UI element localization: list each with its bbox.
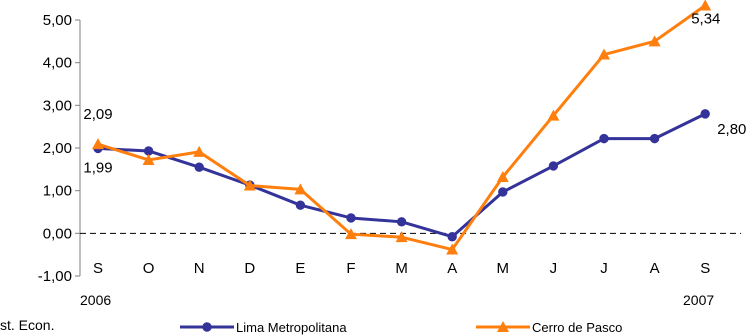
legend-item: Cerro de Pasco <box>476 320 622 335</box>
y-tick-label: 2,00 <box>43 140 72 157</box>
y-tick-label: -1,00 <box>38 268 72 285</box>
data-point <box>346 213 356 223</box>
x-tick-label: S <box>93 260 103 277</box>
legend: Lima Metropolitana Cerro de Pasco <box>180 320 622 335</box>
y-tick-label: 5,00 <box>43 12 72 29</box>
x-tick-label: S <box>700 260 710 277</box>
x-tick-label: M <box>395 260 408 277</box>
x-tick-label: J <box>600 260 608 277</box>
data-point <box>700 109 710 119</box>
data-point <box>446 243 459 255</box>
data-point <box>547 109 560 121</box>
series-lima-metropolitana <box>93 109 710 242</box>
x-tick-label: D <box>244 260 255 277</box>
data-point <box>649 133 660 144</box>
data-point <box>202 322 212 332</box>
y-tick-label: 0,00 <box>43 225 72 242</box>
data-label: 5,34 <box>691 10 720 27</box>
y-tick-label: 1,00 <box>43 183 72 200</box>
data-point <box>295 200 306 210</box>
data-point <box>548 161 559 171</box>
data-point <box>699 0 712 11</box>
legend-label: Cerro de Pasco <box>532 320 622 335</box>
data-point <box>142 153 155 165</box>
x-tick-label: O <box>143 260 155 277</box>
axis-layer: 5,00 4,00 3,00 2,00 1,00 0,00 -1,00 S O N D E F M A M J J… <box>38 12 741 285</box>
y-tick-label: 4,00 <box>43 55 72 72</box>
year-label-end: 2007 <box>683 292 714 308</box>
y-tick-label: 3,00 <box>43 97 72 114</box>
data-point <box>243 179 256 191</box>
data-point <box>447 232 457 242</box>
data-point <box>194 162 204 172</box>
data-label: 2,80 <box>717 121 746 138</box>
data-point <box>345 228 357 240</box>
x-tick-label: A <box>447 260 457 277</box>
data-point <box>498 187 508 197</box>
data-point <box>497 321 509 332</box>
x-tick-label: N <box>194 260 205 277</box>
series-cerro-de-pasco <box>92 0 712 255</box>
data-point <box>92 138 104 150</box>
data-point <box>396 217 407 227</box>
footnote-text: st. Econ. <box>0 317 54 333</box>
x-tick-label: F <box>346 260 355 277</box>
label-layer: 1,99 2,80 2,09 5,34 <box>83 10 746 176</box>
data-point <box>395 231 408 243</box>
x-tick-label: E <box>295 260 305 277</box>
series-line <box>97 4 707 252</box>
data-point <box>496 171 509 183</box>
data-label: 1,99 <box>83 159 112 176</box>
legend-label: Lima Metropolitana <box>236 320 347 335</box>
data-point <box>599 133 609 144</box>
x-tick-label: A <box>650 260 660 277</box>
x-tick-label: M <box>497 260 510 277</box>
data-point <box>143 146 154 156</box>
data-point <box>294 183 307 195</box>
data-point <box>648 35 661 47</box>
data-label: 2,09 <box>83 106 112 123</box>
data-point <box>193 145 206 157</box>
series-layer <box>92 0 712 255</box>
data-point <box>598 48 610 60</box>
x-tick-label: J <box>550 260 558 277</box>
year-label-start: 2006 <box>80 292 111 308</box>
legend-item: Lima Metropolitana <box>180 320 347 335</box>
